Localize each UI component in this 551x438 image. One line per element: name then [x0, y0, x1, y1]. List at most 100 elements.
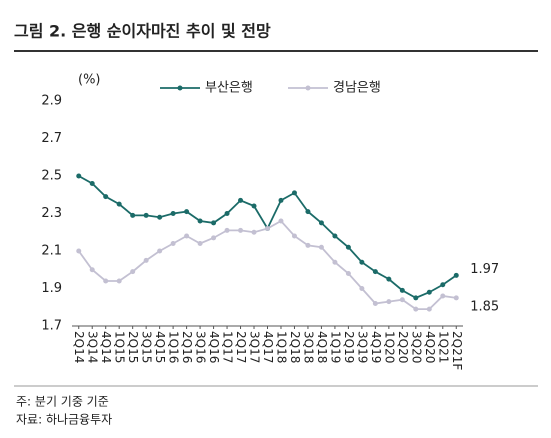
point — [157, 214, 163, 220]
x-tick-label: 3Q15 — [140, 331, 154, 363]
x-tick-label: 2Q15 — [126, 331, 140, 363]
x-tick-label: 1Q17 — [221, 331, 235, 363]
legend-marker — [305, 85, 311, 91]
data-label: 1.97 — [470, 262, 499, 277]
point — [103, 278, 109, 284]
point — [103, 194, 109, 200]
x-tick-label: 3Q18 — [301, 331, 315, 363]
x-tick-label: 2Q19 — [342, 331, 356, 363]
point — [291, 233, 297, 239]
point — [170, 211, 176, 216]
point — [386, 299, 392, 305]
point — [130, 269, 136, 275]
point — [372, 301, 378, 306]
point — [278, 218, 284, 224]
legend-marker — [177, 85, 183, 91]
y-tick-label: 2.7 — [41, 131, 62, 146]
point — [170, 241, 176, 246]
y-tick-label: 2.1 — [41, 244, 62, 259]
point — [345, 244, 351, 250]
legend-label: 경남은행 — [333, 80, 381, 96]
x-tick-label: 4Q18 — [315, 331, 329, 363]
x-tick-label: 2Q14 — [72, 331, 86, 363]
point — [76, 173, 82, 179]
point — [224, 227, 230, 233]
point — [399, 297, 405, 303]
x-tick-label: 2Q21F — [450, 331, 464, 370]
point — [89, 181, 95, 186]
point — [116, 201, 122, 207]
legend-label: 부산은행 — [205, 80, 253, 96]
unit-label: (%) — [78, 73, 101, 88]
point — [251, 203, 257, 209]
point — [278, 197, 284, 203]
point — [76, 248, 82, 254]
point — [372, 269, 378, 275]
point — [453, 272, 459, 278]
point — [197, 241, 203, 246]
y-tick-label: 2.5 — [41, 169, 62, 184]
x-tick-label: 3Q19 — [355, 331, 369, 363]
y-tick-label: 2.3 — [41, 206, 62, 221]
x-tick-label: 1Q19 — [328, 331, 342, 363]
data-label: 1.85 — [470, 299, 499, 314]
x-tick-label: 1Q15 — [113, 331, 127, 363]
point — [305, 242, 311, 248]
x-tick-label: 4Q19 — [369, 331, 383, 363]
point — [89, 267, 95, 273]
x-tick-label: 4Q17 — [261, 331, 275, 363]
y-tick-label: 1.9 — [41, 281, 62, 296]
x-tick-label: 3Q14 — [86, 331, 100, 363]
point — [251, 229, 257, 235]
point — [318, 244, 324, 250]
x-tick-label: 3Q16 — [194, 331, 208, 363]
point — [440, 293, 446, 299]
point — [238, 197, 244, 203]
point — [345, 271, 351, 276]
point — [238, 227, 244, 233]
point — [305, 209, 311, 215]
x-tick-label: 2Q20 — [396, 331, 410, 363]
series-line — [78, 175, 457, 299]
point — [265, 226, 270, 231]
x-tick-label: 1Q20 — [382, 331, 396, 363]
point — [440, 282, 446, 288]
point — [413, 295, 419, 301]
x-tick-label: 2Q18 — [288, 331, 302, 363]
x-tick-label: 4Q14 — [99, 331, 113, 363]
point — [157, 248, 163, 254]
point — [399, 287, 405, 293]
x-tick-label: 4Q16 — [207, 331, 221, 363]
point — [359, 286, 365, 291]
y-tick-label: 1.7 — [41, 319, 62, 334]
x-tick-label: 3Q17 — [248, 331, 262, 363]
x-tick-label: 1Q16 — [167, 331, 181, 363]
x-tick-label: 2Q17 — [234, 331, 248, 363]
source: 자료: 하나금융투자 — [16, 413, 112, 427]
point — [426, 306, 432, 312]
x-tick-label: 3Q20 — [409, 331, 423, 363]
point — [453, 295, 459, 301]
x-tick-label: 1Q18 — [274, 331, 288, 363]
point — [224, 211, 230, 216]
point — [184, 209, 190, 215]
point — [143, 257, 149, 263]
point — [332, 233, 338, 239]
point — [318, 220, 324, 226]
x-tick-label: 1Q21 — [436, 331, 450, 363]
point — [413, 306, 419, 312]
point — [426, 289, 432, 295]
x-tick-label: 4Q20 — [423, 331, 437, 363]
point — [211, 220, 217, 226]
point — [116, 278, 122, 284]
point — [197, 218, 203, 224]
point — [143, 212, 149, 218]
point — [211, 235, 217, 241]
point — [184, 233, 190, 239]
y-tick-label: 2.9 — [41, 94, 62, 109]
point — [386, 276, 392, 282]
chart-title: 그림 2. 은행 순이자마진 추이 및 전망 — [14, 22, 271, 41]
series-line — [78, 219, 457, 311]
point — [291, 190, 297, 196]
title-rule — [14, 50, 538, 52]
